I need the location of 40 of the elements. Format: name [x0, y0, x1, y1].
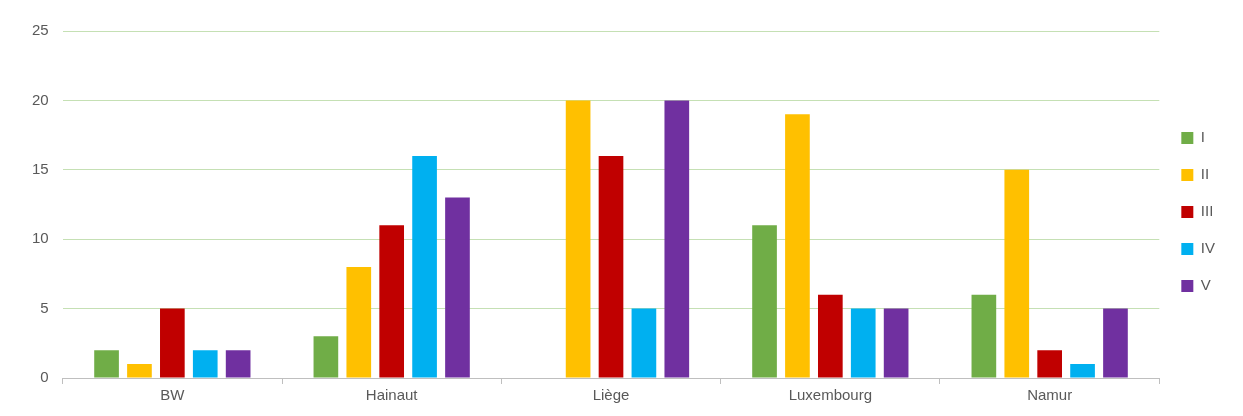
y-tick-label: 10 [32, 229, 49, 247]
x-tick-label: Hainaut [365, 386, 419, 404]
bar [412, 155, 437, 378]
y-tick-label: 15 [32, 159, 49, 177]
bar [971, 294, 997, 378]
legend-label: I [1200, 128, 1205, 146]
legend-label: III [1200, 202, 1214, 220]
bar [664, 100, 690, 378]
bar [445, 197, 470, 378]
bar [346, 266, 372, 378]
y-tick-label: 0 [40, 368, 49, 386]
y-tick-label: 20 [32, 90, 49, 108]
bar [225, 350, 251, 378]
y-tick-label: 25 [32, 21, 49, 39]
bar [785, 114, 810, 378]
legend-label: V [1200, 276, 1211, 294]
x-tick-label: Luxembourg [788, 386, 873, 404]
bar [1004, 169, 1030, 378]
bar [379, 225, 405, 378]
bar [818, 294, 843, 378]
bar [192, 350, 218, 378]
x-tick-label: BW [160, 386, 186, 404]
legend-label: II [1200, 165, 1210, 183]
bar [883, 308, 909, 378]
bar [631, 308, 657, 378]
bar [1103, 308, 1128, 378]
x-tick-label: Namur [1027, 386, 1073, 404]
legend-label: IV [1200, 239, 1216, 257]
bar [565, 100, 591, 378]
bar [94, 350, 119, 378]
bar [850, 308, 876, 378]
bar [1037, 350, 1062, 378]
bar [598, 155, 624, 378]
y-tick-label: 5 [40, 298, 49, 316]
bar [127, 364, 152, 378]
bar [160, 308, 185, 378]
bar [1070, 364, 1095, 378]
bar [313, 336, 339, 378]
x-tick-label: Liège [592, 386, 630, 404]
bar [752, 225, 777, 378]
